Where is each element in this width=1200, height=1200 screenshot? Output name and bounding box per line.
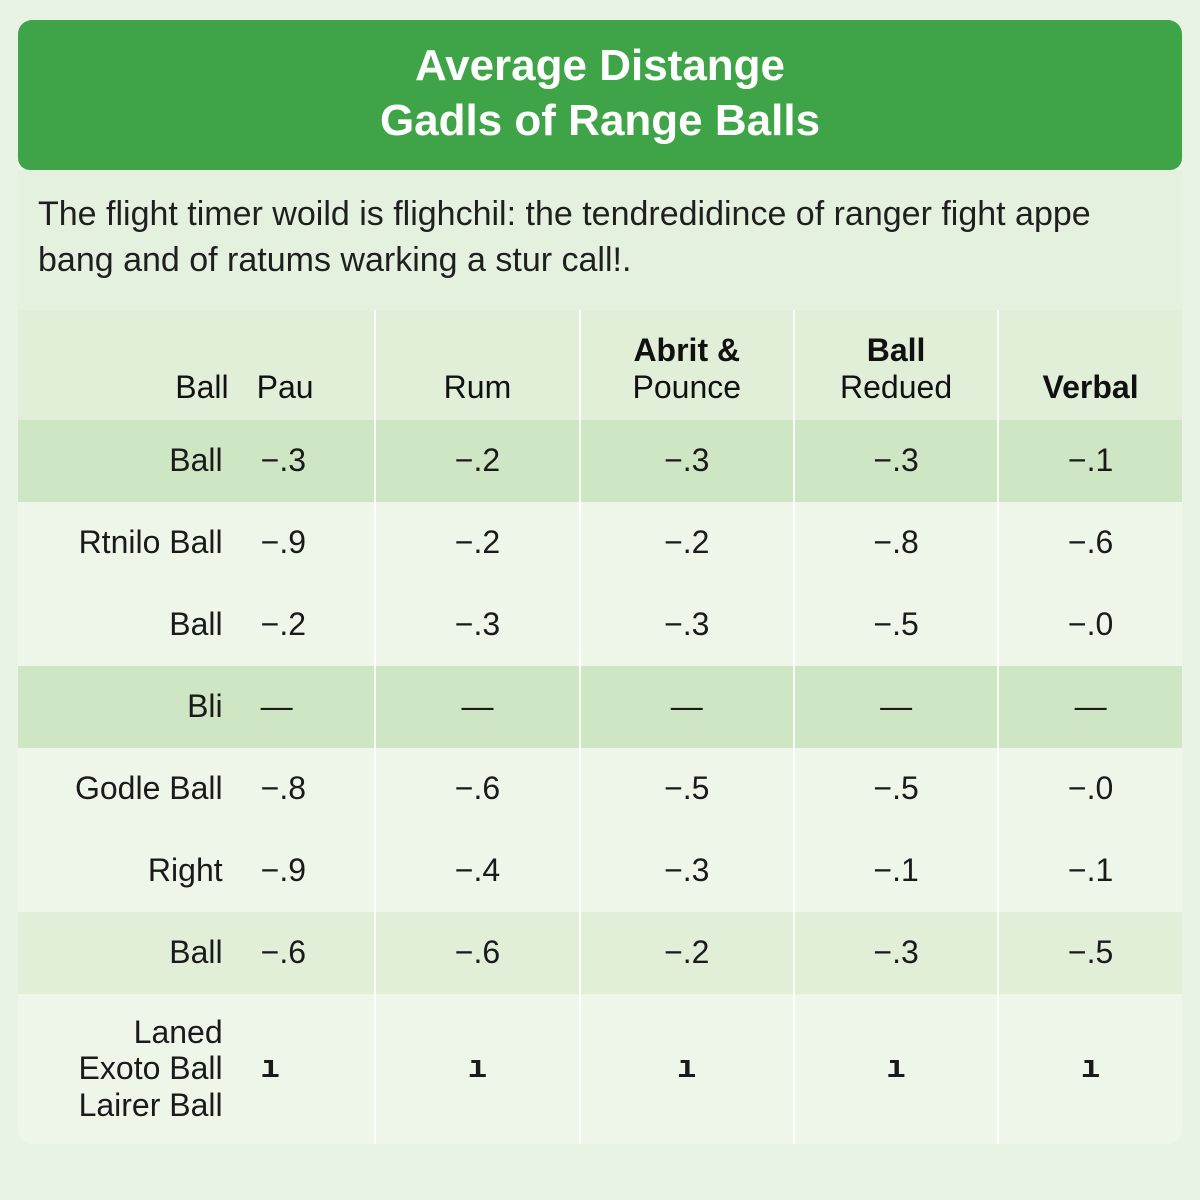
- cell-value: −.6: [375, 748, 579, 830]
- cell-value: −.5: [998, 912, 1182, 994]
- table-row: Right−.9−.4−.3−.1−.1: [18, 830, 1182, 912]
- table-row: Ball−.3−.2−.3−.3−.1: [18, 420, 1182, 502]
- cell-value: −.3: [580, 830, 794, 912]
- col-header-ball-redued: Ball Redued: [794, 310, 998, 420]
- cell-value: −.5: [794, 584, 998, 666]
- col-header-abrit-pounce: Abrit & Pounce: [580, 310, 794, 420]
- table-row: LanedExoto BallLairer Ballııııı: [18, 994, 1182, 1144]
- subtitle-text: The flight timer woild is flighchil: the…: [18, 170, 1182, 310]
- cell-value: ı: [580, 994, 794, 1144]
- cell-value: −.5: [794, 748, 998, 830]
- col-header-label: Ball: [18, 310, 243, 420]
- table-row: Rtnilo Ball−.9−.2−.2−.8−.6: [18, 502, 1182, 584]
- title-bar: Average Distange Gadls of Range Balls: [18, 20, 1182, 170]
- cell-value: −.3: [243, 420, 376, 502]
- cell-value: −.2: [375, 502, 579, 584]
- row-label: Right: [18, 830, 243, 912]
- cell-value: −.2: [375, 420, 579, 502]
- cell-value: −.3: [580, 584, 794, 666]
- row-label: LanedExoto BallLairer Ball: [18, 994, 243, 1144]
- cell-value: −.0: [998, 748, 1182, 830]
- cell-value: ı: [243, 994, 376, 1144]
- cell-value: −.1: [998, 420, 1182, 502]
- row-label: Godle Ball: [18, 748, 243, 830]
- col-header-rum: Rum: [375, 310, 579, 420]
- table-body: Ball−.3−.2−.3−.3−.1Rtnilo Ball−.9−.2−.2−…: [18, 420, 1182, 1144]
- cell-value: —: [794, 666, 998, 748]
- cell-value: ı: [794, 994, 998, 1144]
- cell-value: ı: [998, 994, 1182, 1144]
- cell-value: −.6: [998, 502, 1182, 584]
- row-label: Ball: [18, 420, 243, 502]
- cell-value: −.8: [794, 502, 998, 584]
- table-row: Godle Ball−.8−.6−.5−.5−.0: [18, 748, 1182, 830]
- cell-value: −.3: [580, 420, 794, 502]
- cell-value: −.9: [243, 502, 376, 584]
- cell-value: —: [375, 666, 579, 748]
- cell-value: −.9: [243, 830, 376, 912]
- cell-value: −.1: [794, 830, 998, 912]
- table-row: Bli—————: [18, 666, 1182, 748]
- table-card: Average Distange Gadls of Range Balls Th…: [18, 20, 1182, 1144]
- cell-value: −.2: [243, 584, 376, 666]
- table-row: Ball−.2−.3−.3−.5−.0: [18, 584, 1182, 666]
- row-label: Bli: [18, 666, 243, 748]
- cell-value: —: [580, 666, 794, 748]
- col-header-verbal: Verbal: [998, 310, 1182, 420]
- title-line-2: Gadls of Range Balls: [28, 93, 1172, 148]
- cell-value: —: [243, 666, 376, 748]
- cell-value: −.3: [794, 912, 998, 994]
- cell-value: −.4: [375, 830, 579, 912]
- cell-value: −.6: [243, 912, 376, 994]
- row-label: Ball: [18, 912, 243, 994]
- table-row: Ball−.6−.6−.2−.3−.5: [18, 912, 1182, 994]
- cell-value: −.2: [580, 502, 794, 584]
- cell-value: −.8: [243, 748, 376, 830]
- cell-value: ı: [375, 994, 579, 1144]
- cell-value: —: [998, 666, 1182, 748]
- cell-value: −.5: [580, 748, 794, 830]
- cell-value: −.3: [794, 420, 998, 502]
- table-header: Ball Pau Rum Abrit & Pounce Ball Redued: [18, 310, 1182, 420]
- col-header-pau: Pau: [243, 310, 376, 420]
- cell-value: −.6: [375, 912, 579, 994]
- cell-value: −.2: [580, 912, 794, 994]
- cell-value: −.1: [998, 830, 1182, 912]
- cell-value: −.0: [998, 584, 1182, 666]
- row-label: Rtnilo Ball: [18, 502, 243, 584]
- title-line-1: Average Distange: [28, 38, 1172, 93]
- cell-value: −.3: [375, 584, 579, 666]
- data-table: Ball Pau Rum Abrit & Pounce Ball Redued: [18, 310, 1182, 1144]
- row-label: Ball: [18, 584, 243, 666]
